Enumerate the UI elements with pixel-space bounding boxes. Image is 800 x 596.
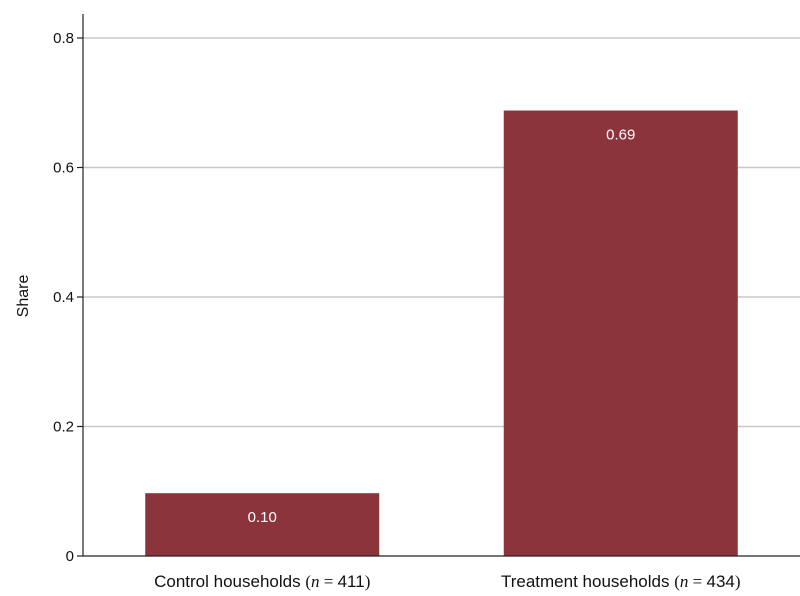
bar-value-label: 0.10 <box>248 509 277 526</box>
category-label: Treatment households (n = 434) <box>501 572 741 591</box>
bar <box>145 493 380 556</box>
bar-value-label: 0.69 <box>606 127 635 144</box>
bar <box>503 110 738 557</box>
y-tick-label: 0 <box>66 548 74 565</box>
y-axis-title: Share <box>15 275 32 318</box>
y-axis-ticks: 0 0.2 0.4 0.6 0.8 <box>53 30 83 565</box>
bars: 0.10 0.69 <box>145 110 738 557</box>
category-label: Control households (n = 411) <box>154 572 370 591</box>
y-tick-label: 0.2 <box>53 419 74 436</box>
y-tick-label: 0.4 <box>53 289 74 306</box>
category-labels: Control households (n = 411) Treatment ho… <box>154 572 740 591</box>
y-tick-label: 0.6 <box>53 160 74 177</box>
y-tick-label: 0.8 <box>53 30 74 47</box>
